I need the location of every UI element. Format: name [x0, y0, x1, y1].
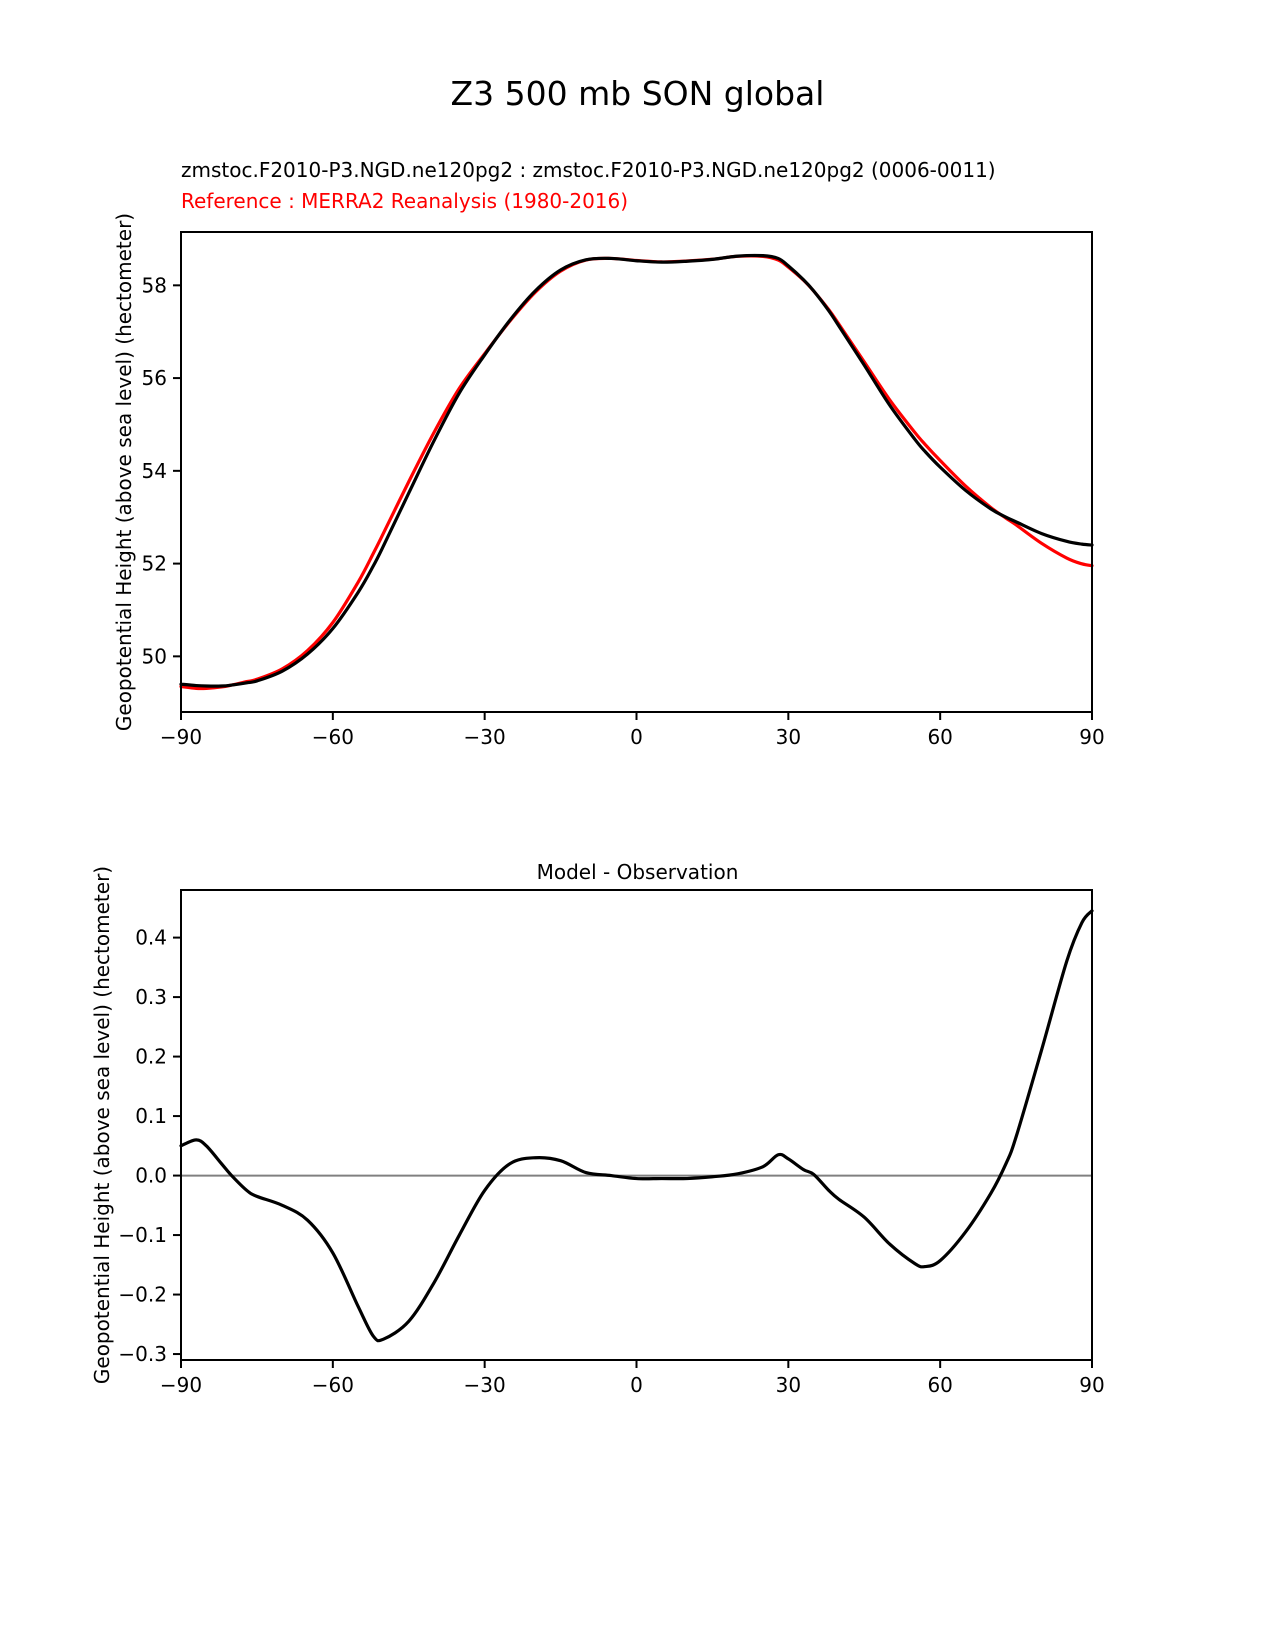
x-tick-label: 0: [630, 725, 643, 749]
y-tick-label: 0.3: [135, 985, 167, 1009]
legend-model-label: zmstoc.F2010-P3.NGD.ne120pg2 : zmstoc.F2…: [181, 158, 996, 182]
y-tick-label: 58: [142, 273, 167, 297]
y-tick-label: 54: [142, 459, 167, 483]
x-tick-label: 30: [776, 725, 801, 749]
y-tick-label: 56: [142, 366, 167, 390]
x-tick-label: 0: [630, 1373, 643, 1397]
bottom-chart-title: Model - Observation: [536, 860, 739, 884]
y-tick-label: 0.4: [135, 926, 167, 950]
x-tick-label: −30: [464, 725, 506, 749]
y-tick-label: 0.0: [135, 1164, 167, 1188]
x-tick-label: −90: [160, 1373, 202, 1397]
x-tick-label: −60: [312, 1373, 354, 1397]
y-tick-label: −0.1: [118, 1223, 167, 1247]
x-tick-label: −90: [160, 725, 202, 749]
x-tick-label: 90: [1079, 725, 1104, 749]
model-line: [179, 253, 1094, 688]
x-tick-label: 90: [1079, 1373, 1104, 1397]
legend-reference-label: Reference : MERRA2 Reanalysis (1980-2016…: [181, 189, 629, 213]
top-chart-ylabel: Geopotential Height (above sea level) (h…: [112, 212, 136, 732]
y-tick-label: 0.2: [135, 1045, 167, 1069]
y-tick-label: 0.1: [135, 1104, 167, 1128]
figure-title: Z3 500 mb SON global: [450, 74, 825, 113]
difference-line: [179, 909, 1094, 1343]
x-tick-label: −30: [464, 1373, 506, 1397]
y-tick-label: 50: [142, 644, 167, 668]
x-tick-label: 30: [776, 1373, 801, 1397]
reference-line: [179, 254, 1094, 691]
bottom-chart: −90 −60 −30 0 30 60 90 0.4 0.3 0.2 0.1 0.0 −0.1 −0.2 −…: [118, 889, 1105, 1397]
x-tick-label: 60: [927, 725, 952, 749]
x-tick-label: 60: [927, 1373, 952, 1397]
y-tick-label: 52: [142, 552, 167, 576]
axes-frame: [180, 889, 1093, 1361]
y-tick-label: −0.2: [118, 1283, 167, 1307]
y-tick-label: −0.3: [118, 1342, 167, 1366]
x-tick-label: −60: [312, 725, 354, 749]
top-chart: −90 −60 −30 0 30 60 90 50 52 54 56 58: [142, 231, 1105, 749]
